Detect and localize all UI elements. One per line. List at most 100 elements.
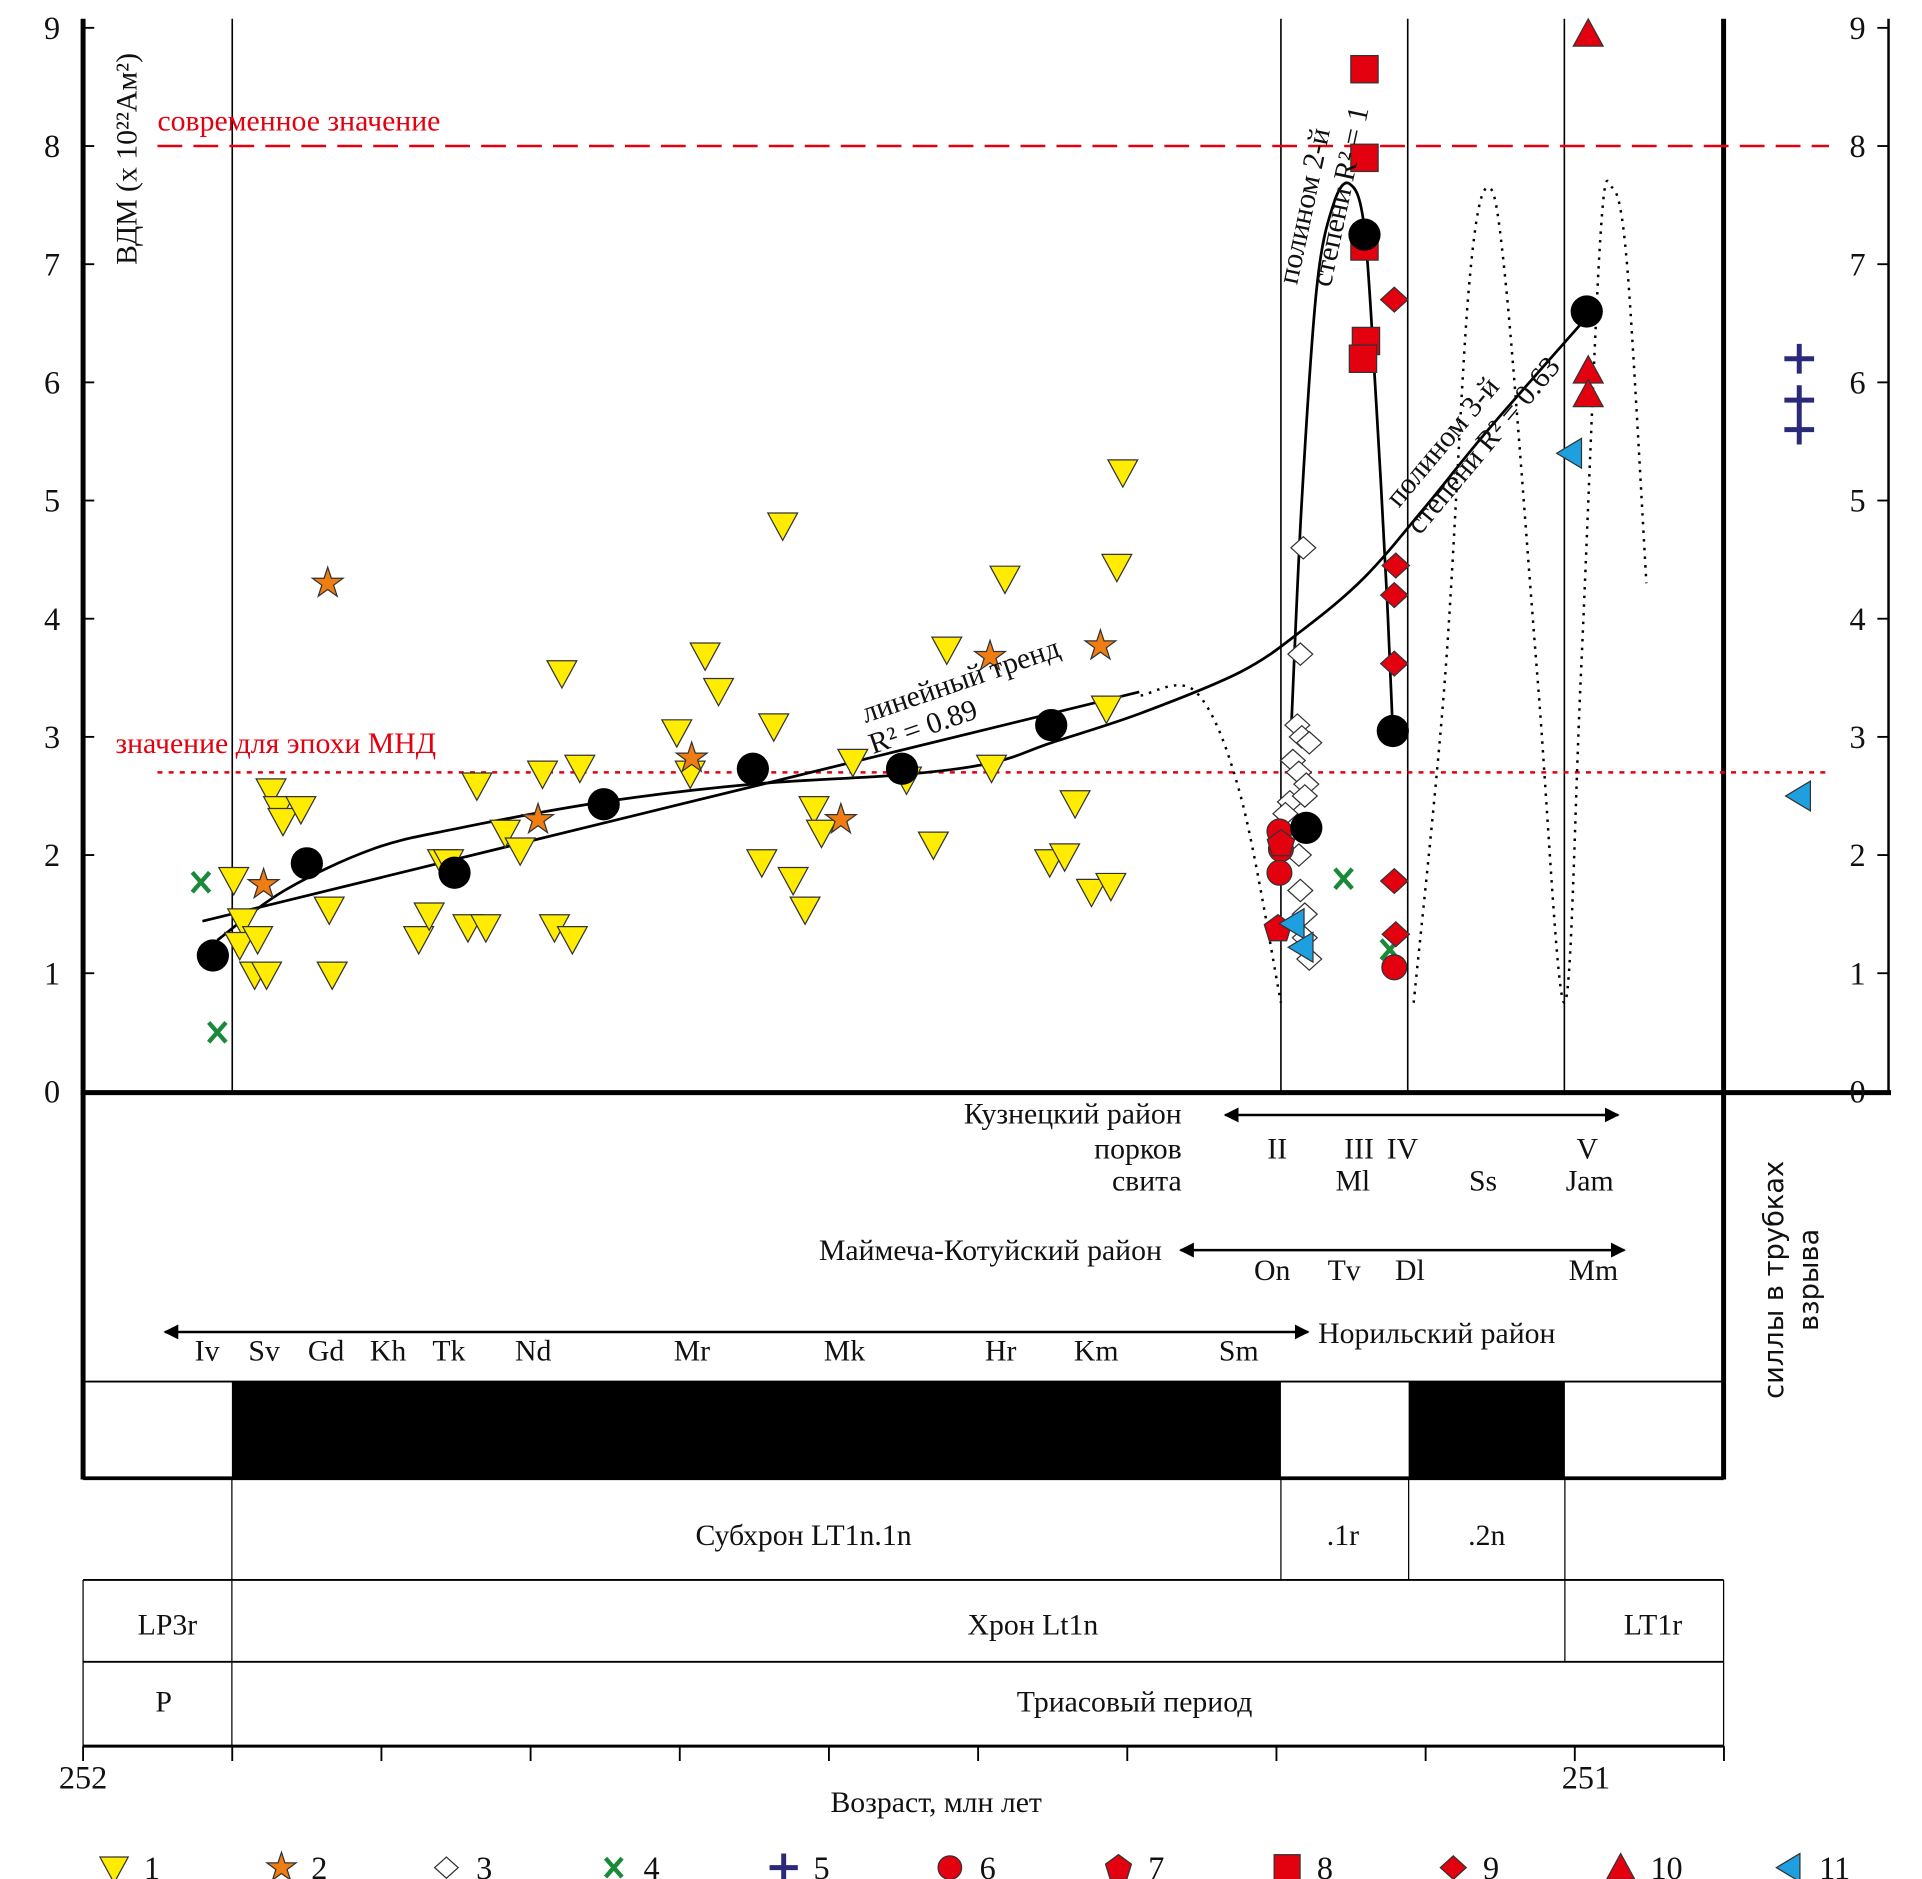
point-series-1: [989, 565, 1021, 595]
kuznetsk-title: Кузнецкий район: [964, 1098, 1182, 1131]
point-series-means: [438, 856, 471, 889]
y-tick-label-right: 9: [1849, 10, 1865, 46]
kuznetsk-row1-label: порков: [1094, 1132, 1182, 1165]
point-series-6: [1381, 954, 1408, 981]
point-series-8: [1348, 344, 1378, 373]
legend-marker-7: [1104, 1853, 1133, 1879]
chron-left-label: LP3r: [138, 1609, 198, 1642]
point-series-1: [460, 772, 493, 802]
point-series-9: [1381, 552, 1411, 579]
maimecha-On: On: [1254, 1254, 1290, 1287]
subchron-1r-label: .1r: [1327, 1519, 1359, 1552]
subchron-label: Субхрон LT1n.1n: [695, 1519, 911, 1552]
y-tick-label-left: 5: [44, 483, 60, 519]
legend-marker-10: [1606, 1852, 1636, 1879]
trend-poly2: [1290, 181, 1395, 732]
maimecha-title: Маймеча-Котуйский район: [819, 1234, 1162, 1267]
point-series-1: [805, 819, 838, 849]
legend-marker-4-stroke: [603, 1856, 624, 1879]
point-series-1: [702, 677, 735, 708]
sill-point-series-5: [1784, 343, 1815, 374]
point-series-8: [1350, 54, 1379, 84]
sill-point-series-5-stroke: [1784, 343, 1815, 374]
maimecha-Dl: Dl: [1395, 1254, 1425, 1287]
point-series-1: [1090, 695, 1123, 725]
x-tick-label-252: 252: [59, 1759, 107, 1795]
legend-label-11: 11: [1819, 1850, 1850, 1879]
point-series-1: [226, 908, 259, 938]
point-series-1: [689, 642, 722, 672]
y-tick-label-right: 5: [1849, 483, 1865, 519]
point-series-1: [556, 925, 589, 956]
point-series-10: [1572, 17, 1605, 47]
legend-label-10: 10: [1650, 1850, 1682, 1879]
point-series-1: [836, 748, 869, 778]
point-series-4-stroke: [1333, 867, 1354, 891]
trend-oscillation-b: [1412, 179, 1648, 1005]
y-tick-label-left: 4: [44, 601, 60, 637]
point-series-1: [241, 925, 274, 956]
legend-marker-5: [769, 1853, 798, 1879]
point-series-3: [1286, 878, 1314, 903]
point-series-1: [930, 636, 963, 666]
point-series-1: [545, 660, 578, 690]
norilsk-title: Норильский район: [1318, 1317, 1555, 1350]
point-series-means: [1290, 811, 1323, 844]
reference-label-mnd: значение для эпохи МНД: [115, 727, 436, 760]
legend-label-1: 1: [144, 1850, 160, 1879]
trend-poly3: [216, 316, 1588, 942]
point-series-11: [1286, 931, 1314, 964]
norilsk-suite-Kh: Kh: [370, 1334, 406, 1367]
norilsk-suite-Sv: Sv: [248, 1334, 280, 1367]
point-series-1: [1100, 553, 1133, 583]
normal-polarity-bar-2: [1408, 1381, 1565, 1479]
y-tick-label-right: 1: [1849, 955, 1865, 991]
kuznetsk-Ml: Ml: [1335, 1165, 1370, 1198]
y-tick-label-left: 2: [44, 837, 60, 873]
point-series-2: [823, 801, 859, 835]
y-ticks: 0 0 1 1 2 2 3 3 4 4 5 5 6 6 7 7 8 8 9 9: [44, 10, 1889, 1110]
point-series-means: [1376, 714, 1409, 748]
norilsk-suite-Tk: Tk: [432, 1334, 465, 1367]
point-series-means: [1348, 218, 1381, 251]
point-series-1: [917, 831, 950, 861]
point-series-2: [520, 801, 556, 835]
sill-point-series-5: [1784, 414, 1815, 445]
y-tick-label-right: 2: [1849, 837, 1865, 873]
kuznetsk-V: V: [1576, 1132, 1598, 1165]
kuznetsk-II: II: [1267, 1132, 1287, 1165]
point-series-1: [798, 796, 830, 826]
point-series-4: [190, 870, 212, 894]
sill-point-series-5-stroke: [1784, 385, 1815, 415]
point-series-1: [777, 866, 810, 897]
point-series-1: [217, 866, 250, 897]
kuznetsk-Jam: Jam: [1566, 1165, 1614, 1198]
kuznetsk-IV: IV: [1387, 1132, 1419, 1165]
legend: 1 2 3 4 5 6 7 8 9 10 11: [98, 1850, 1850, 1879]
x-tick-label-251: 251: [1562, 1759, 1610, 1795]
norilsk-suite-Mr: Mr: [674, 1334, 710, 1367]
point-series-3: [1291, 783, 1319, 808]
kuznetsk-Ss: Ss: [1469, 1165, 1497, 1198]
y-tick-label-left: 9: [44, 10, 60, 46]
y-tick-label-left: 7: [44, 246, 60, 282]
sill-point-series-5-stroke: [1784, 414, 1815, 445]
point-series-2: [674, 740, 709, 773]
point-series-means: [1035, 708, 1068, 742]
y-tick-label-right: 4: [1849, 601, 1865, 637]
legend-marker-9: [1439, 1855, 1468, 1879]
point-series-means: [736, 752, 769, 785]
point-series-8: [1350, 143, 1379, 173]
point-series-2: [1083, 627, 1118, 661]
point-series-2: [972, 638, 1008, 672]
y-tick-label-left: 8: [44, 128, 60, 164]
trend-oscillation-a: [1140, 684, 1283, 1004]
legend-marker-3: [433, 1856, 460, 1879]
point-series-1: [469, 914, 502, 944]
point-series-1: [1048, 843, 1081, 873]
subchron-2n-label: .2n: [1468, 1519, 1505, 1552]
legend-label-6: 6: [980, 1850, 996, 1879]
legend-marker-2: [265, 1850, 298, 1879]
point-series-9: [1379, 867, 1409, 895]
